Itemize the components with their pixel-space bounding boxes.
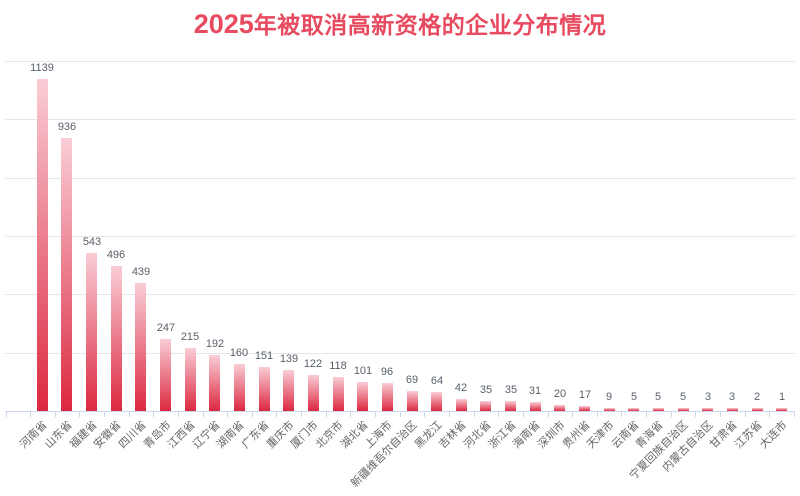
bar[interactable] <box>86 253 97 411</box>
bar-value-label: 936 <box>45 121 89 133</box>
x-axis-tick <box>79 412 80 417</box>
bar[interactable] <box>505 401 516 411</box>
bar[interactable] <box>209 355 220 411</box>
bar[interactable] <box>407 391 418 411</box>
x-axis-tick <box>129 412 130 417</box>
x-axis-tick <box>621 412 622 417</box>
x-axis-tick <box>227 412 228 417</box>
x-axis-tick <box>794 412 795 417</box>
bar[interactable] <box>480 401 491 411</box>
chart-title: 2025年被取消高新资格的企业分布情况 <box>0 6 800 40</box>
bar[interactable] <box>111 266 122 411</box>
bar[interactable] <box>628 408 639 411</box>
bar[interactable] <box>678 408 689 411</box>
bar[interactable] <box>185 348 196 411</box>
y-gridline <box>5 178 795 179</box>
bar-value-label: 543 <box>70 236 114 248</box>
x-axis-tick <box>153 412 154 417</box>
bar-value-label: 496 <box>94 249 138 261</box>
x-axis-tick <box>720 412 721 417</box>
bar-value-label: 439 <box>119 266 163 278</box>
x-axis-tick <box>6 412 7 417</box>
x-axis-tick <box>695 412 696 417</box>
x-axis-tick <box>30 412 31 417</box>
x-axis-tick <box>745 412 746 417</box>
bar[interactable] <box>61 138 72 411</box>
bar[interactable] <box>283 370 294 411</box>
x-axis-tick <box>55 412 56 417</box>
x-axis-tick <box>400 412 401 417</box>
bar[interactable] <box>234 364 245 411</box>
x-axis-tick <box>523 412 524 417</box>
x-axis-tick <box>276 412 277 417</box>
bar[interactable] <box>579 406 590 411</box>
bar[interactable] <box>554 405 565 411</box>
bar[interactable] <box>333 377 344 411</box>
bar[interactable] <box>456 399 467 411</box>
title-text: 年被取消高新资格的企业分布情况 <box>254 12 607 38</box>
bar-value-label: 1139 <box>20 62 64 74</box>
x-axis-tick <box>646 412 647 417</box>
x-axis-tick <box>449 412 450 417</box>
bar[interactable] <box>160 339 171 411</box>
y-gridline <box>5 61 795 62</box>
x-axis-tick <box>548 412 549 417</box>
y-gridline <box>5 236 795 237</box>
y-gridline <box>5 294 795 295</box>
bar[interactable] <box>752 408 763 411</box>
x-axis-tick <box>178 412 179 417</box>
x-axis-tick <box>474 412 475 417</box>
x-axis-tick <box>498 412 499 417</box>
bar[interactable] <box>776 408 787 411</box>
x-axis-tick <box>597 412 598 417</box>
bar-value-label: 1 <box>760 391 800 403</box>
x-axis-tick <box>301 412 302 417</box>
x-axis-tick <box>769 412 770 417</box>
x-axis-tick <box>104 412 105 417</box>
bar[interactable] <box>357 382 368 411</box>
bar[interactable] <box>259 367 270 411</box>
bar[interactable] <box>135 283 146 411</box>
y-gridline <box>5 353 795 354</box>
x-axis-tick <box>671 412 672 417</box>
bar[interactable] <box>653 408 664 411</box>
bar[interactable] <box>727 408 738 411</box>
y-gridline <box>5 119 795 120</box>
x-axis-tick <box>203 412 204 417</box>
bar[interactable] <box>431 392 442 411</box>
bar[interactable] <box>382 383 393 411</box>
bar[interactable] <box>604 408 615 411</box>
x-axis-tick <box>326 412 327 417</box>
x-axis-tick <box>572 412 573 417</box>
x-axis-tick <box>350 412 351 417</box>
bar[interactable] <box>530 402 541 411</box>
bar-chart: 2025年被取消高新资格的企业分布情况 1139河南省936山东省543福建省4… <box>0 0 800 496</box>
bar[interactable] <box>308 375 319 411</box>
x-axis-tick <box>252 412 253 417</box>
title-year: 2025 <box>194 9 254 39</box>
x-axis-tick <box>375 412 376 417</box>
x-axis-tick <box>424 412 425 417</box>
bar[interactable] <box>702 408 713 411</box>
